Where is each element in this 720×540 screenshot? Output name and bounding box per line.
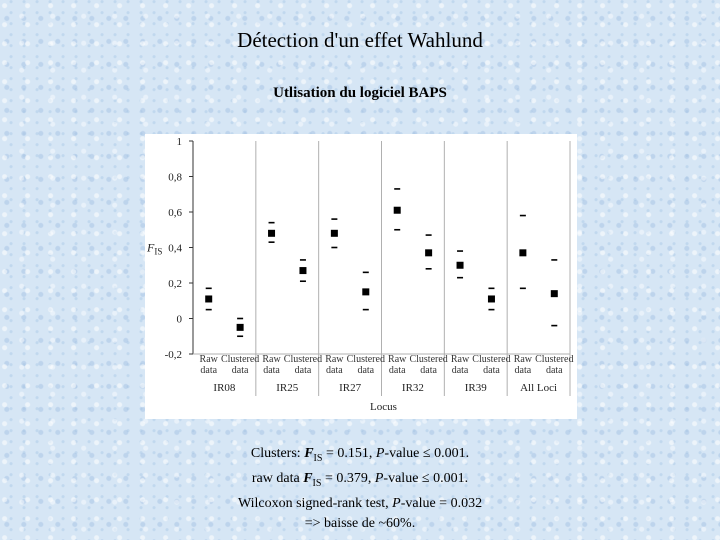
- y-axis-label: FIS: [146, 241, 162, 257]
- fis-point-raw: [519, 249, 527, 257]
- fis-point-raw: [268, 229, 276, 237]
- slide-subtitle: Utlisation du logiciel BAPS: [273, 85, 447, 101]
- series-label-line2: data: [263, 365, 280, 376]
- fis-point-clustered: [487, 295, 495, 303]
- series-label-line1: Raw: [451, 354, 470, 365]
- group-label: IR39: [465, 382, 488, 394]
- series-label-line2: data: [232, 365, 249, 376]
- series-label-line2: data: [420, 365, 437, 376]
- fis-point-clustered: [236, 323, 244, 331]
- fis-point-clustered: [425, 249, 433, 257]
- series-label-line2: data: [389, 365, 406, 376]
- series-label-line1: Clustered: [535, 354, 573, 365]
- group-label: IR08: [213, 382, 236, 394]
- caption-clusters-line: Clusters: FIS = 0.151, P-value ≤ 0.001.: [250, 446, 470, 464]
- series-label-line1: Clustered: [347, 354, 385, 365]
- y-tick-label: -0,2: [165, 349, 182, 361]
- y-tick-label: 0,8: [168, 172, 182, 184]
- series-label-line2: data: [295, 365, 312, 376]
- group-label: All Loci: [520, 382, 557, 394]
- fis-point-clustered: [299, 267, 307, 275]
- group-label: IR25: [276, 382, 299, 394]
- series-label-line1: Raw: [325, 354, 344, 365]
- x-axis-label: Locus: [370, 401, 397, 413]
- series-label-line2: data: [452, 365, 469, 376]
- slide-title: Détection d'un effet Wahlund: [237, 28, 483, 52]
- series-label-line2: data: [357, 365, 374, 376]
- series-label-line1: Raw: [262, 354, 281, 365]
- fis-scatter-chart: -0,200,20,40,60,81FISRawdataClustereddat…: [146, 136, 573, 413]
- fis-point-raw: [205, 295, 213, 303]
- group-label: IR32: [402, 382, 424, 394]
- fis-point-raw: [456, 261, 464, 269]
- series-label-line1: Clustered: [284, 354, 322, 365]
- fis-chart-panel: -0,2 0 0,2 0,4 0,6 0,8 1 FIS Raw data Clustered dat…: [145, 134, 577, 419]
- fis-point-raw: [330, 229, 338, 237]
- series-label-line1: Clustered: [472, 354, 510, 365]
- series-label-line1: Raw: [514, 354, 533, 365]
- series-label-line1: Clustered: [409, 354, 447, 365]
- series-label-line1: Raw: [388, 354, 407, 365]
- series-label-line1: Raw: [200, 354, 219, 365]
- y-tick-label: 0,4: [168, 243, 182, 255]
- y-tick-label: 1: [177, 136, 183, 148]
- fis-point-clustered: [362, 288, 370, 296]
- fis-point-clustered: [550, 290, 558, 298]
- fis-point-raw: [393, 206, 401, 214]
- series-label-line2: data: [483, 365, 500, 376]
- y-tick-label: 0,2: [168, 278, 182, 290]
- group-label: IR27: [339, 382, 362, 394]
- series-label-line2: data: [326, 365, 343, 376]
- results-caption: Clusters: FIS = 0.151, P-value ≤ 0.001. …: [0, 444, 720, 534]
- series-label-line2: data: [515, 365, 532, 376]
- y-tick-label: 0,6: [168, 207, 182, 219]
- caption-conclusion-line: => baisse de ~60%.: [304, 515, 416, 531]
- y-tick-label: 0: [177, 314, 183, 326]
- series-label-line2: data: [546, 365, 563, 376]
- series-label-line1: Clustered: [221, 354, 259, 365]
- caption-raw-line: raw data FIS = 0.379, P-value ≤ 0.001.: [251, 470, 469, 489]
- series-label-line2: data: [200, 365, 217, 376]
- caption-wilcoxon-line: Wilcoxon signed-rank test, P-value = 0.0…: [237, 495, 483, 511]
